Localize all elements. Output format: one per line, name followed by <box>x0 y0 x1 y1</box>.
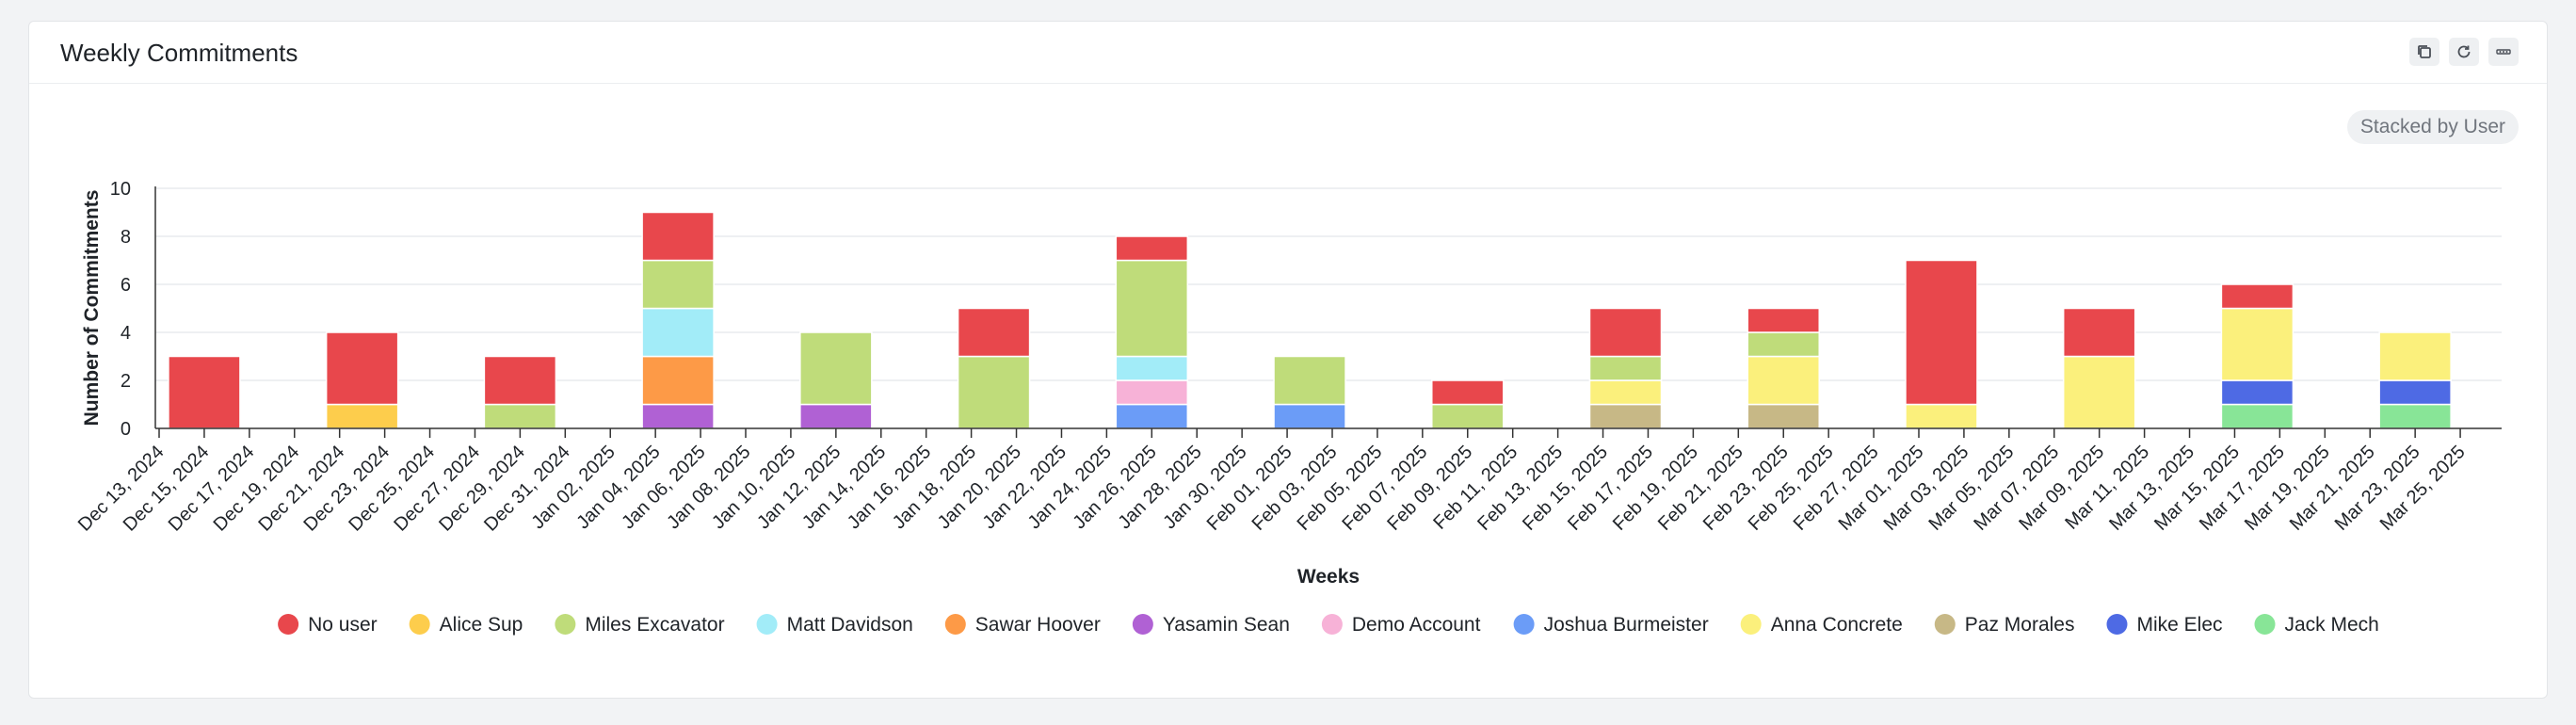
bar-segment <box>325 331 399 406</box>
bar-segment <box>1115 403 1189 429</box>
bar-segment <box>483 403 557 429</box>
bar-segment <box>1905 259 1978 406</box>
bar-segment <box>1115 379 1189 406</box>
legend-swatch <box>409 614 430 635</box>
legend-swatch <box>944 614 966 635</box>
y-tick-label: 0 <box>121 419 131 440</box>
y-tick-label: 4 <box>121 323 131 344</box>
stacked-by-user-toggle[interactable]: Stacked by User <box>2346 110 2519 144</box>
bar-segment <box>168 355 241 429</box>
y-tick-label: 10 <box>110 179 131 200</box>
bar-segment <box>2220 403 2294 429</box>
legend-label: Jack Mech <box>2285 614 2379 636</box>
y-tick-label: 8 <box>121 227 131 248</box>
bar-segment <box>1431 379 1505 406</box>
bar-segment <box>799 331 873 406</box>
legend-swatch <box>2254 614 2276 635</box>
bar-segment <box>641 403 715 429</box>
bar-segment <box>957 307 1031 358</box>
bar-segment <box>641 355 715 406</box>
copy-icon <box>2418 45 2431 58</box>
legend-label: No user <box>308 614 378 636</box>
bar-segment <box>2378 379 2452 406</box>
y-tick-label: 2 <box>121 371 131 392</box>
y-axis-title: Number of Commitments <box>81 190 103 427</box>
bar-segment <box>1115 259 1189 358</box>
legend-swatch <box>1513 614 1535 635</box>
bar-segment <box>2220 379 2294 406</box>
bar-segment <box>1747 403 1820 429</box>
bar-segment <box>1115 235 1189 262</box>
legend-swatch <box>756 614 778 635</box>
bar-segment <box>325 403 399 429</box>
legend-swatch <box>555 614 576 635</box>
card-header: Weekly Commitments <box>29 22 2547 84</box>
bar-segment <box>957 355 1031 429</box>
legend-label: Miles Excavator <box>585 614 724 636</box>
more-button[interactable] <box>2488 38 2519 66</box>
more-icon <box>2496 49 2511 55</box>
bar-segment <box>1273 355 1346 406</box>
bar-segment <box>1115 355 1189 381</box>
bar-segment <box>2378 331 2452 381</box>
bar-segment <box>2062 355 2136 429</box>
card-toolbar <box>2409 38 2519 66</box>
bar-segment <box>1588 403 1663 429</box>
refresh-icon <box>2457 45 2471 58</box>
y-tick-label: 6 <box>121 275 131 296</box>
bar-segment <box>1588 355 1663 381</box>
legend-label: Matt Davidson <box>787 614 913 636</box>
legend-swatch <box>278 614 299 635</box>
bar-segment <box>2220 307 2294 381</box>
legend-label: Yasamin Sean <box>1163 614 1290 636</box>
legend-label: Alice Sup <box>440 614 523 636</box>
bar-segment <box>1747 355 1820 406</box>
bar-segment <box>641 211 715 262</box>
bar-segment <box>799 403 873 429</box>
bar-segment <box>1273 403 1346 429</box>
bar-segment <box>2378 403 2452 429</box>
card-title: Weekly Commitments <box>60 39 298 67</box>
legend-swatch <box>1132 614 1153 635</box>
legend-label: Joshua Burmeister <box>1544 614 1709 636</box>
bar-segment <box>641 259 715 310</box>
legend-swatch <box>1934 614 1956 635</box>
copy-button[interactable] <box>2409 38 2439 66</box>
bar-segment <box>1431 403 1505 429</box>
bar-segment <box>2062 307 2136 358</box>
legend-label: Sawar Hoover <box>975 614 1101 636</box>
bar-segment <box>483 355 557 406</box>
legend-label: Mike Elec <box>2136 614 2222 636</box>
refresh-button[interactable] <box>2449 38 2479 66</box>
bar-segment <box>1747 307 1820 333</box>
bar-segment <box>1905 403 1978 429</box>
bar-segment <box>1747 331 1820 358</box>
legend-label: Demo Account <box>1352 614 1481 636</box>
bar-segment <box>2220 283 2294 310</box>
legend-label: Paz Morales <box>1965 614 2075 636</box>
bar-segment <box>1588 307 1663 358</box>
legend-swatch <box>2106 614 2128 635</box>
x-axis-title: Weeks <box>1297 566 1360 588</box>
bar-segment <box>641 307 715 358</box>
bar-segment <box>1588 379 1663 406</box>
legend-label: Anna Concrete <box>1771 614 1903 636</box>
legend-swatch <box>1740 614 1762 635</box>
legend-swatch <box>1321 614 1343 635</box>
